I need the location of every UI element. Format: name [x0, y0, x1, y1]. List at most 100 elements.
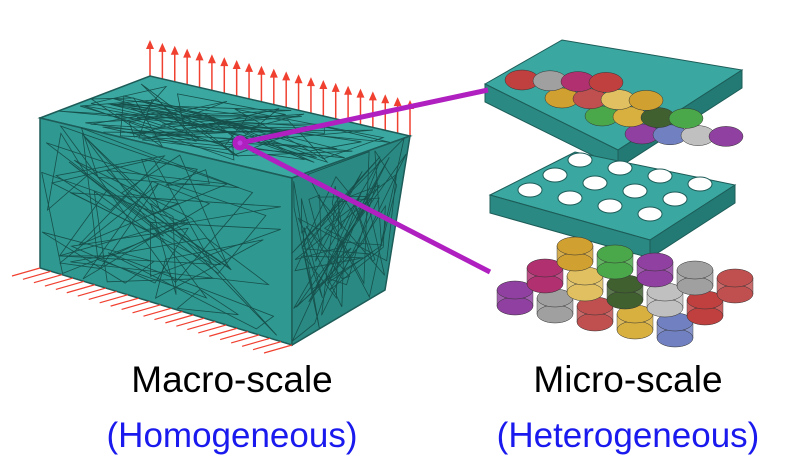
micro-top-plate — [483, 39, 744, 169]
inclusion-bottom — [596, 260, 634, 280]
mesh-element — [140, 83, 239, 157]
mesh-element — [321, 197, 380, 316]
mesh-element — [81, 132, 208, 299]
mesh-element — [46, 132, 88, 212]
inclusion-bottom — [536, 304, 574, 324]
mesh-element — [308, 194, 322, 247]
arrow-head — [356, 88, 365, 98]
support-line — [209, 327, 238, 337]
mesh-element — [150, 221, 281, 277]
support-line — [230, 334, 260, 344]
micro-matrix — [488, 151, 737, 259]
matrix-hole — [517, 182, 543, 198]
support-line — [121, 300, 150, 311]
mesh-element — [291, 156, 381, 254]
arrow-head — [282, 71, 291, 81]
arrow-head — [319, 80, 328, 89]
matrix-hole — [622, 183, 648, 199]
support-line — [252, 341, 282, 351]
macro-box — [37, 75, 413, 347]
support-line — [198, 324, 227, 334]
mesh-element — [90, 97, 164, 148]
mesh-element — [58, 189, 223, 266]
arrow-head — [220, 57, 229, 67]
mesh-element — [176, 288, 239, 316]
inclusion-bottom — [636, 268, 674, 288]
mesh-element — [90, 85, 168, 115]
mesh-element — [295, 153, 407, 308]
support-line — [33, 274, 63, 284]
inclusion-bottom — [646, 298, 684, 318]
support-line — [22, 270, 52, 280]
matrix-hole — [637, 206, 663, 222]
arrow-head — [331, 82, 340, 92]
mesh-element — [119, 95, 338, 150]
inclusion-top — [596, 244, 634, 264]
mesh-element — [59, 183, 159, 269]
inclusion-bottom — [526, 274, 564, 294]
micro-label: Micro-scale — [533, 359, 722, 400]
micro-sublabel: (Heterogeneous) — [497, 416, 760, 455]
mesh-element — [353, 201, 376, 263]
support-line — [187, 320, 216, 331]
mesh-element — [84, 135, 277, 336]
inclusion-bottom — [566, 282, 604, 302]
inclusion-top — [676, 260, 714, 280]
arrow-head — [393, 97, 402, 107]
support-line — [55, 280, 84, 290]
mesh-element — [70, 237, 270, 286]
inclusion-bottom — [686, 306, 724, 326]
arrow-head — [306, 77, 315, 87]
mesh-element — [218, 126, 310, 156]
support-line — [132, 304, 161, 314]
inclusion-top — [636, 252, 674, 272]
mesh-element — [323, 173, 397, 262]
inclusion-bottom — [656, 328, 694, 348]
mesh-element — [315, 157, 390, 287]
inclusion-bottom — [496, 296, 534, 316]
support-line — [77, 287, 106, 297]
inclusion-bottom — [716, 284, 754, 304]
support-line — [165, 314, 194, 324]
support-line — [110, 297, 139, 307]
arrow-head — [146, 40, 154, 49]
mesh-element — [150, 202, 177, 295]
support-lines — [11, 267, 293, 354]
mesh-element — [301, 175, 351, 249]
inclusion-disk — [588, 72, 624, 93]
inclusion-bottom — [676, 276, 714, 296]
inclusion-disk — [628, 90, 664, 111]
mesh-element — [82, 180, 211, 280]
support-line — [44, 277, 74, 287]
mesh-element — [302, 227, 323, 299]
arrow-head — [207, 54, 216, 64]
mesh-element — [331, 186, 343, 230]
arrow-head — [195, 51, 204, 61]
mesh-element — [68, 161, 164, 237]
matrix-hole — [567, 152, 593, 168]
inclusion-bottom — [606, 290, 644, 310]
inclusion-disk — [708, 126, 744, 147]
mesh-element — [59, 125, 254, 284]
mesh-element — [130, 107, 200, 140]
mesh-element — [374, 150, 398, 245]
arrow-head — [232, 60, 241, 69]
matrix-hole — [662, 191, 688, 207]
arrow-head — [183, 48, 192, 58]
matrix-hole — [542, 167, 568, 183]
mesh-element — [305, 226, 351, 279]
mesh-element — [154, 239, 264, 299]
arrow-head — [257, 65, 266, 75]
mesh-element — [326, 178, 379, 286]
arrow-head — [294, 74, 303, 84]
inclusion-bottom — [556, 252, 594, 272]
macro-sublabel: (Homogeneous) — [107, 416, 358, 455]
inclusion-disk — [668, 108, 704, 129]
mesh-element — [55, 155, 166, 211]
support-line — [263, 344, 293, 354]
arrow-head — [381, 94, 390, 104]
arrow-head — [344, 85, 353, 95]
arrow-head — [269, 68, 278, 78]
mesh-element — [80, 127, 240, 189]
